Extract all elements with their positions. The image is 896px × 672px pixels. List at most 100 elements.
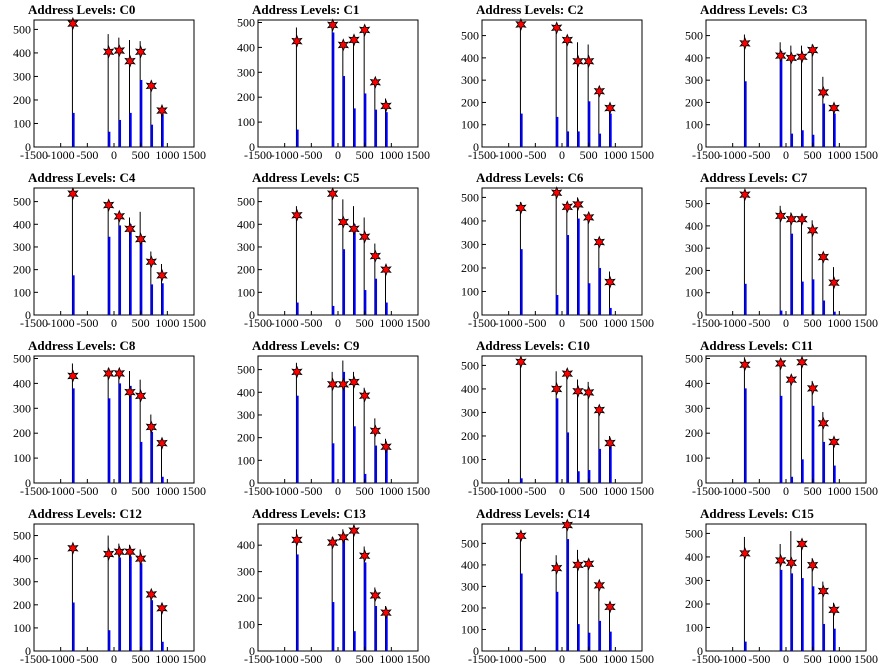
peak-marker bbox=[550, 186, 563, 200]
bar-fill bbox=[353, 224, 356, 315]
peak-marker bbox=[817, 250, 830, 264]
x-tick-label: -500 bbox=[300, 652, 322, 666]
plot-frame bbox=[257, 355, 419, 484]
bar-fill bbox=[812, 586, 815, 651]
x-tick-label: 1000 bbox=[379, 484, 403, 498]
peak-marker bbox=[828, 101, 840, 115]
bar-fill bbox=[577, 624, 580, 651]
peak-marker bbox=[380, 263, 392, 277]
bar-fill bbox=[609, 441, 612, 483]
bar-fill bbox=[385, 112, 388, 147]
peak-marker bbox=[582, 54, 595, 68]
peak-marker bbox=[796, 50, 808, 64]
x-tick-label: -500 bbox=[748, 148, 770, 162]
panel-title: Address Levels: C0 bbox=[28, 2, 136, 17]
y-tick-label: 100 bbox=[685, 620, 703, 634]
peak-marker bbox=[817, 85, 830, 99]
bar-fill bbox=[118, 119, 122, 147]
peak-marker bbox=[806, 558, 819, 572]
x-tick-label: -1000 bbox=[47, 316, 75, 330]
bar-fill bbox=[118, 557, 122, 651]
bar-fill bbox=[588, 632, 591, 651]
bar-fill bbox=[150, 124, 154, 147]
x-tick-label: -1000 bbox=[47, 484, 75, 498]
bar-fill bbox=[129, 112, 132, 147]
bar-fill bbox=[577, 471, 580, 483]
peak-marker bbox=[582, 557, 595, 571]
histogram-panel: Address Levels: C0 0 100 200 300 400 500 -1500-… bbox=[0, 2, 224, 168]
peak-marker bbox=[828, 603, 840, 617]
y-tick-label: 200 bbox=[461, 601, 479, 615]
histogram-panel: Address Levels: C5 0 100 200 300 400 500 -1500-… bbox=[224, 170, 448, 336]
y-tick-label: 100 bbox=[685, 286, 703, 300]
peak-marker bbox=[806, 223, 819, 237]
y-tick-label: 500 bbox=[13, 351, 31, 365]
x-tick-label: -1000 bbox=[719, 652, 747, 666]
y-tick-label: 100 bbox=[461, 118, 479, 132]
panel-title: Address Levels: C14 bbox=[476, 506, 590, 521]
x-tick-label: 0 bbox=[111, 484, 117, 498]
y-tick-label: 0 bbox=[25, 308, 31, 322]
y-tick-label: 300 bbox=[685, 401, 703, 415]
peak-marker bbox=[774, 553, 787, 568]
y-tick-label: 100 bbox=[685, 451, 703, 465]
x-tick-label: 1000 bbox=[155, 652, 179, 666]
x-tick-label: -1500 bbox=[244, 652, 272, 666]
panel-title: Address Levels: C13 bbox=[252, 506, 366, 521]
bar-fill bbox=[801, 130, 804, 147]
panel-title: Address Levels: C11 bbox=[700, 338, 814, 353]
histogram-panel: Address Levels: C1 0 100 200 300 400 500 -1500-… bbox=[224, 2, 448, 168]
peak-marker bbox=[796, 212, 808, 226]
y-tick-label: 300 bbox=[461, 579, 479, 593]
bar-fill bbox=[353, 631, 356, 651]
panel-title: Address Levels: C10 bbox=[476, 338, 590, 353]
plot-frame bbox=[33, 19, 195, 148]
histogram-panel: Address Levels: C2 0 100 200 300 400 500 -1500-… bbox=[448, 2, 672, 168]
peak-marker bbox=[604, 101, 616, 115]
y-tick-label: 500 bbox=[237, 195, 255, 209]
y-tick-label: 400 bbox=[237, 538, 255, 552]
bar-fill bbox=[822, 441, 826, 483]
y-tick-label: 200 bbox=[237, 90, 255, 104]
y-tick-label: 300 bbox=[237, 240, 255, 254]
y-tick-label: 300 bbox=[237, 565, 255, 579]
y-tick-label: 400 bbox=[685, 376, 703, 390]
bar-fill bbox=[801, 459, 804, 483]
peak-marker bbox=[348, 524, 360, 538]
y-tick-label: 300 bbox=[13, 240, 31, 254]
plot-frame bbox=[481, 19, 643, 148]
x-tick-label: 1000 bbox=[155, 484, 179, 498]
x-tick-label: -1000 bbox=[495, 316, 523, 330]
x-tick-label: -1000 bbox=[495, 148, 523, 162]
bar-fill bbox=[296, 395, 299, 483]
x-tick-label: -1500 bbox=[20, 484, 48, 498]
peak-marker bbox=[369, 588, 382, 602]
x-tick-label: 1000 bbox=[827, 316, 851, 330]
x-tick-label: -1500 bbox=[468, 652, 496, 666]
x-tick-label: -500 bbox=[76, 148, 98, 162]
bar-fill bbox=[780, 395, 783, 483]
x-tick-label: -1500 bbox=[692, 148, 720, 162]
histogram-panel: Address Levels: C14 0 100 200 300 400 500 -1500… bbox=[448, 506, 672, 672]
peak-marker bbox=[817, 416, 830, 430]
bar-fill bbox=[118, 383, 122, 483]
x-tick-label: -1000 bbox=[719, 484, 747, 498]
histogram-panel: Address Levels: C12 0 100 200 300 400 500 -1500… bbox=[0, 506, 224, 672]
y-tick-label: 0 bbox=[25, 140, 31, 154]
bar-fill bbox=[150, 284, 154, 315]
x-tick-label: 1500 bbox=[406, 148, 430, 162]
x-tick-label: 1000 bbox=[603, 484, 627, 498]
bar-fill bbox=[609, 307, 612, 315]
plot-frame bbox=[481, 355, 643, 484]
x-tick-label: -1000 bbox=[719, 148, 747, 162]
histogram-panel: Address Levels: C7 0 100 200 300 400 500 -1500-… bbox=[672, 170, 896, 336]
bar-fill bbox=[598, 267, 602, 315]
x-tick-label: 1500 bbox=[182, 652, 206, 666]
peak-marker bbox=[102, 547, 115, 561]
bar-fill bbox=[609, 113, 612, 147]
peak-marker bbox=[380, 99, 392, 113]
histogram-panel: Address Levels: C11 0 100 200 300 400 500 -1500… bbox=[672, 338, 896, 504]
bar-fill bbox=[140, 441, 143, 483]
x-tick-label: 1500 bbox=[182, 484, 206, 498]
peak-marker bbox=[561, 200, 574, 214]
